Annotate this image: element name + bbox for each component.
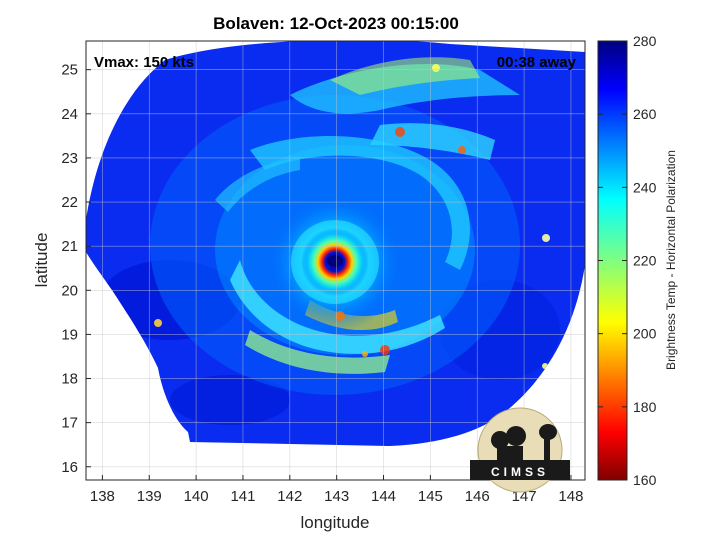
y-tick-label: 16 <box>61 459 78 476</box>
y-tick-label: 23 <box>61 150 78 167</box>
x-tick-label: 142 <box>277 488 302 505</box>
x-tick-label: 144 <box>371 488 396 505</box>
x-tick-label: 138 <box>90 488 115 505</box>
cimss-logo-text: CIMSS <box>491 465 549 479</box>
y-tick-label: 21 <box>61 238 78 255</box>
colorbar-label: Brightness Temp - Horizontal Polarizatio… <box>664 150 678 370</box>
colorbar-tick-label: 160 <box>633 472 657 488</box>
y-tick-label: 22 <box>61 194 78 211</box>
x-tick-label: 143 <box>324 488 349 505</box>
y-axis-ticks: 16 17 18 19 20 21 22 23 24 25 <box>61 62 91 476</box>
x-tick-label: 140 <box>184 488 209 505</box>
y-tick-label: 25 <box>61 62 78 79</box>
axes-frame <box>85 40 586 481</box>
x-tick-label: 148 <box>558 488 583 505</box>
vmax-label: Vmax: 150 kts <box>94 54 194 71</box>
plot-title: Bolaven: 12-Oct-2023 00:15:00 <box>213 14 459 33</box>
colorbar-tick-label: 180 <box>633 399 657 415</box>
colorbar-tick-label: 280 <box>633 33 657 49</box>
x-tick-label: 146 <box>465 488 490 505</box>
x-axis-label: longitude <box>300 513 369 532</box>
y-tick-label: 24 <box>61 106 78 123</box>
y-tick-label: 18 <box>61 371 78 388</box>
y-tick-label: 17 <box>61 415 78 432</box>
colorbar-tick-label: 220 <box>633 253 657 269</box>
y-tick-label: 19 <box>61 326 78 343</box>
eye <box>327 255 343 267</box>
x-tick-label: 141 <box>230 488 255 505</box>
time-away-label: 00:38 away <box>497 54 577 71</box>
colorbar-tick-label: 260 <box>633 106 657 122</box>
colorbar-tick-label: 200 <box>633 326 657 342</box>
colorbar-ticks: 160 180 200 220 240 260 280 <box>598 33 657 488</box>
colorbar-tick-label: 240 <box>633 179 657 195</box>
y-axis-label: latitude <box>32 233 51 288</box>
x-tick-label: 139 <box>137 488 162 505</box>
cimss-logo: CIMSS <box>470 407 570 493</box>
colorbar: 160 180 200 220 240 260 280 Brightness Temp - … <box>597 33 678 488</box>
y-tick-label: 20 <box>61 282 78 299</box>
x-tick-label: 145 <box>418 488 443 505</box>
